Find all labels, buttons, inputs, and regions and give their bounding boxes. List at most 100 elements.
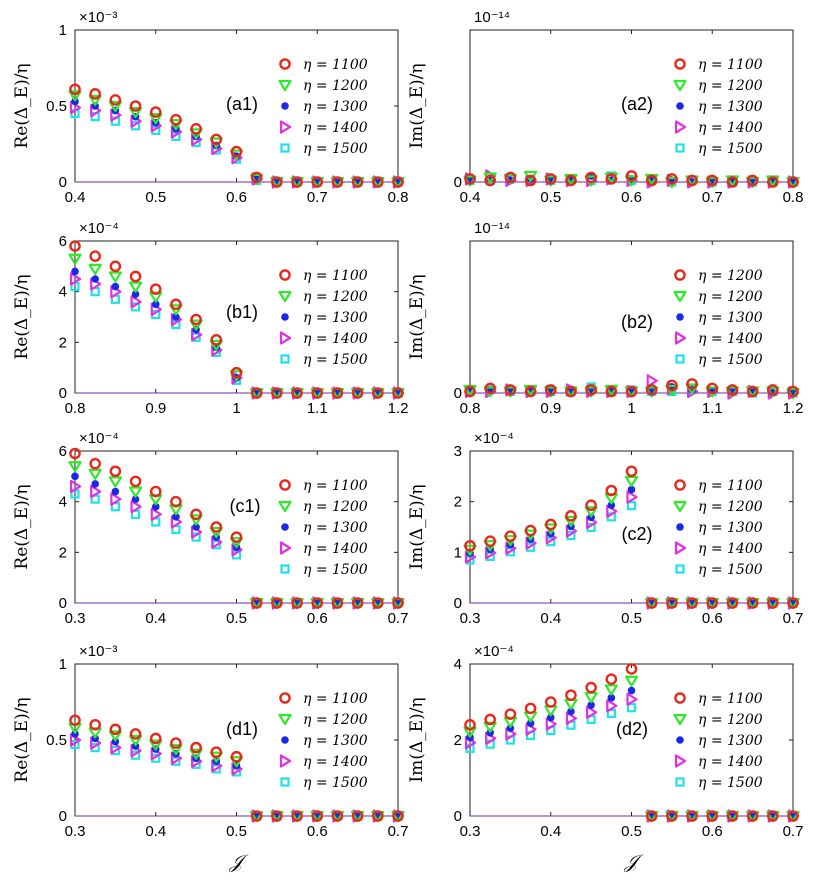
y-axis-label: Re(Δ_E)/η: [12, 274, 32, 359]
axis-scale-label: ×10⁻⁴: [79, 220, 119, 237]
y-tick-label: 0: [454, 385, 462, 402]
legend-entry: η = 1300: [303, 310, 368, 326]
data-point: [151, 300, 160, 309]
panel-tag: (c1): [230, 496, 261, 516]
legend-entry: η = 1200: [698, 712, 763, 728]
data-point: [767, 384, 779, 396]
data-point: [150, 507, 162, 521]
y-axis-label: Re(Δ_E)/η: [12, 484, 32, 569]
data-point: [129, 100, 142, 112]
data-point: [666, 173, 678, 185]
data-point: [69, 479, 82, 494]
legend-entry: η = 1300: [698, 99, 763, 115]
data-point: [726, 384, 739, 396]
x-tick-label: 1.1: [702, 400, 723, 417]
data-point: [372, 387, 384, 399]
legend-marker: [674, 269, 686, 281]
data-point: [524, 385, 537, 398]
legend-marker: [280, 354, 290, 364]
x-tick-label: 0.6: [621, 189, 642, 206]
legend-marker: [674, 541, 687, 555]
x-tick-label: 0.6: [226, 189, 247, 206]
data-point: [503, 173, 517, 186]
data-point: [250, 810, 263, 822]
legend-entry: η = 1400: [303, 120, 368, 136]
data-point: [746, 810, 759, 822]
axis-scale-label: ×10⁻³: [79, 9, 117, 26]
data-point: [250, 387, 263, 399]
data-point: [372, 176, 384, 188]
y-tick-label: 0: [59, 385, 67, 402]
data-point: [128, 281, 143, 293]
legend-entry: η = 1400: [303, 541, 368, 557]
legend-marker: [673, 79, 687, 92]
data-point: [69, 272, 82, 286]
legend-entry: η = 1100: [303, 57, 368, 73]
data-point: [109, 723, 122, 736]
y-tick-label: 2: [59, 544, 67, 561]
data-point: [645, 174, 658, 187]
data-point: [88, 94, 102, 107]
data-point: [68, 253, 82, 265]
x-tick-label: 0.7: [388, 610, 409, 627]
legend-entry: η = 1500: [303, 775, 368, 791]
data-point: [149, 106, 162, 118]
data-point: [686, 378, 698, 390]
legend-marker: [281, 102, 289, 110]
legend-entry: η = 1500: [698, 352, 763, 368]
legend-entry: η = 1200: [303, 289, 368, 305]
data-point: [585, 681, 597, 694]
legend-marker: [676, 523, 684, 531]
data-point: [767, 176, 779, 188]
legend-entry: η = 1400: [698, 331, 763, 347]
y-tick-label: 0: [454, 595, 462, 612]
y-tick-label: 6: [59, 233, 67, 250]
data-point: [149, 739, 163, 751]
legend-marker: [674, 58, 686, 70]
data-point: [463, 726, 477, 738]
legend-marker: [279, 58, 291, 70]
y-axis-label: Im(Δ_E)/η: [407, 63, 427, 148]
legend-entry: η = 1300: [303, 99, 368, 115]
data-point: [149, 113, 163, 125]
data-point: [706, 174, 719, 187]
y-tick-label: 2: [454, 732, 462, 749]
data-point: [128, 734, 143, 747]
data-point: [464, 719, 476, 731]
data-point: [586, 705, 598, 719]
data-point: [544, 518, 557, 531]
data-point: [68, 461, 82, 473]
data-point: [351, 176, 364, 188]
data-point: [189, 748, 203, 760]
data-point: [69, 714, 81, 727]
data-point: [71, 267, 79, 276]
data-point: [71, 472, 79, 481]
data-point: [311, 387, 324, 399]
data-point: [351, 387, 364, 399]
data-point: [170, 298, 182, 311]
data-point: [484, 713, 496, 726]
data-point: [331, 810, 344, 822]
data-point: [666, 379, 678, 392]
data-point: [250, 173, 264, 186]
y-axis-label: Im(Δ_E)/η: [407, 274, 427, 359]
legend-marker: [280, 564, 290, 574]
x-tick-label: 0.6: [702, 610, 723, 627]
legend-marker: [674, 120, 687, 134]
data-point: [69, 447, 81, 460]
data-point: [726, 176, 739, 188]
y-tick-label: 0: [59, 808, 67, 825]
data-point: [209, 526, 223, 539]
data-point: [746, 174, 759, 187]
data-point: [726, 597, 739, 609]
data-point: [544, 386, 558, 398]
data-point: [607, 501, 616, 510]
data-point: [192, 523, 200, 531]
legend-marker: [278, 79, 292, 92]
data-point: [587, 701, 595, 709]
x-tick-label: 1.1: [307, 400, 328, 417]
data-point: [565, 711, 578, 725]
x-tick-label: 0.4: [145, 610, 166, 627]
x-axis-label: 𝒥: [623, 851, 644, 873]
data-point: [392, 176, 404, 188]
